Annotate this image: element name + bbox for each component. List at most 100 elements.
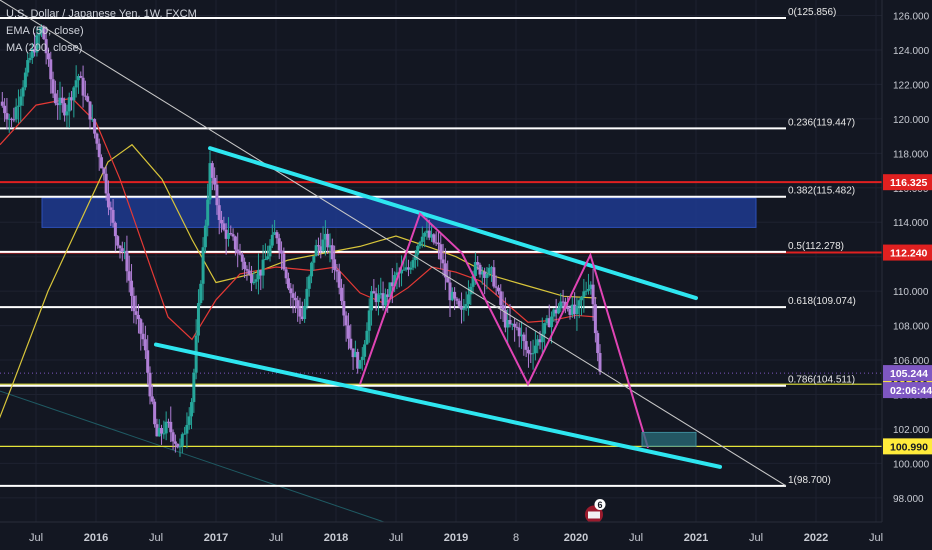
time-tick-label: 2021 bbox=[684, 532, 708, 544]
target-box bbox=[641, 431, 697, 447]
candle-body bbox=[7, 118, 11, 120]
candle-body bbox=[436, 242, 440, 245]
candle-body bbox=[335, 269, 339, 272]
candle-body bbox=[240, 254, 244, 262]
candle-body bbox=[95, 133, 99, 144]
candle-body bbox=[224, 229, 228, 239]
candle-body bbox=[400, 269, 404, 274]
candle-body bbox=[575, 305, 579, 315]
channel-lower-line bbox=[154, 342, 722, 469]
candle-body bbox=[180, 434, 184, 447]
ema-50-line bbox=[0, 97, 597, 341]
candle-body bbox=[88, 101, 92, 120]
candle-body bbox=[10, 118, 14, 120]
candles bbox=[0, 24, 602, 457]
candle-body bbox=[473, 262, 477, 276]
ema-indicator-label[interactable]: EMA (50, close) bbox=[6, 25, 84, 37]
candle-body bbox=[416, 246, 420, 255]
candle-body bbox=[196, 303, 200, 336]
candle-body bbox=[19, 96, 23, 106]
candle-body bbox=[134, 311, 138, 315]
candle-body bbox=[545, 318, 549, 324]
candle-body bbox=[14, 106, 18, 120]
candle-body bbox=[496, 287, 500, 292]
candle-body bbox=[593, 304, 597, 334]
candle-body bbox=[256, 269, 260, 280]
event-count-badge bbox=[594, 498, 606, 510]
current-price-badge-bg bbox=[883, 365, 932, 382]
candle-body bbox=[499, 291, 503, 306]
candle-body bbox=[427, 230, 431, 238]
candle-body bbox=[111, 209, 115, 223]
candle-body bbox=[153, 401, 157, 425]
candle-body bbox=[215, 184, 219, 206]
candle-body bbox=[517, 327, 521, 337]
candle-body bbox=[533, 345, 537, 354]
candle-body bbox=[503, 310, 507, 328]
candle-body bbox=[404, 267, 408, 270]
candle-body bbox=[51, 79, 55, 94]
candle-body bbox=[566, 306, 570, 310]
candle-body bbox=[353, 351, 357, 358]
faint-diagonal-line bbox=[0, 390, 385, 523]
candle-body bbox=[49, 59, 53, 80]
fib-level-label: 0.236(119.447) bbox=[788, 117, 855, 128]
time-tick-label: Jul bbox=[869, 532, 883, 544]
candle-body bbox=[293, 297, 297, 301]
candle-body bbox=[280, 250, 284, 254]
candle-body bbox=[577, 300, 581, 306]
candle-body bbox=[589, 284, 593, 289]
candle-body bbox=[76, 76, 80, 81]
candle-body bbox=[169, 421, 173, 433]
candle-body bbox=[446, 277, 450, 283]
candle-body bbox=[356, 351, 360, 369]
candle-body bbox=[102, 168, 106, 174]
candle-body bbox=[462, 308, 466, 310]
candle-body bbox=[5, 113, 9, 120]
candle-body bbox=[326, 233, 330, 248]
candle-body bbox=[409, 267, 413, 270]
candle-body bbox=[402, 269, 406, 271]
candle-body bbox=[337, 271, 341, 288]
candle-body bbox=[254, 279, 258, 282]
candle-body bbox=[423, 232, 427, 237]
candle-body bbox=[531, 353, 535, 355]
event-flag-stripes bbox=[588, 511, 600, 519]
candle-body bbox=[118, 245, 122, 249]
time-tick-label: 2019 bbox=[444, 532, 468, 544]
fibonacci-retracement: 0(125.856) 0.236(119.447) 0.382(115.482) 0.… bbox=[0, 7, 856, 487]
candle-body bbox=[289, 288, 293, 294]
candle-body bbox=[183, 433, 187, 435]
candle-body bbox=[233, 236, 237, 250]
candle-body bbox=[485, 273, 489, 278]
candle-body bbox=[12, 119, 16, 121]
candle-body bbox=[100, 157, 104, 169]
candle-body bbox=[536, 339, 540, 346]
candle-body bbox=[300, 316, 304, 320]
candle-body bbox=[166, 421, 170, 423]
candle-body bbox=[529, 353, 533, 355]
candle-body bbox=[584, 290, 588, 292]
candle-body bbox=[314, 245, 318, 256]
candle-body bbox=[109, 207, 113, 210]
price-tick-label: 122.000 bbox=[893, 80, 930, 91]
fib-level-label: 0.5(112.278) bbox=[788, 241, 844, 252]
candle-body bbox=[245, 268, 249, 271]
candle-body bbox=[379, 293, 383, 295]
candle-body bbox=[236, 249, 240, 254]
symbol-title[interactable]: U.S. Dollar / Japanese Yen, 1W, FXCM bbox=[6, 8, 197, 20]
fib-level-label: 0.382(115.482) bbox=[788, 186, 855, 197]
long-descending-trendline bbox=[0, 0, 787, 487]
ma-indicator-label[interactable]: MA (200, close) bbox=[6, 42, 83, 54]
candle-body bbox=[70, 97, 74, 101]
candle-body bbox=[0, 101, 4, 106]
candle-body bbox=[266, 256, 270, 260]
candle-body bbox=[261, 259, 265, 276]
candle-body bbox=[86, 96, 90, 102]
candle-body bbox=[44, 39, 48, 54]
candle-body bbox=[383, 294, 387, 306]
candle-body bbox=[60, 97, 64, 104]
time-tick-label: 2018 bbox=[324, 532, 348, 544]
